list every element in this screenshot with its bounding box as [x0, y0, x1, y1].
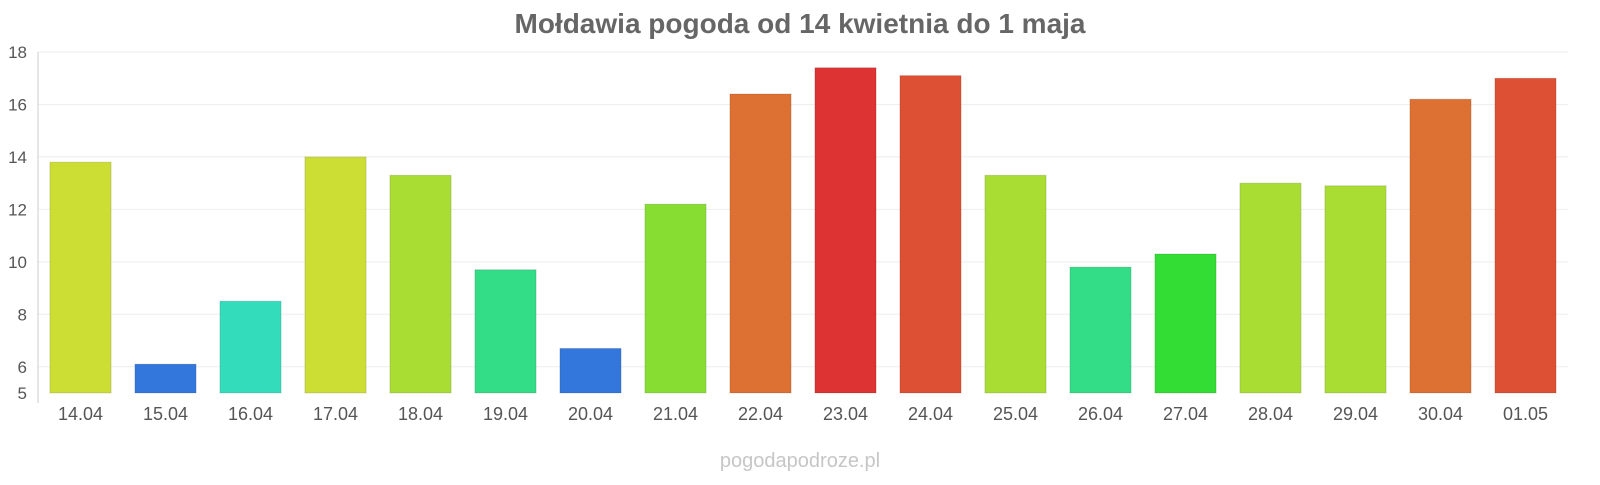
bar	[899, 75, 962, 394]
watermark: pogodapodroze.pl	[720, 450, 880, 472]
bar	[559, 347, 622, 394]
bar	[1069, 266, 1132, 394]
y-tick-label: 8	[18, 305, 27, 324]
y-tick-label: 12	[8, 200, 27, 219]
x-tick-label: 22.04	[738, 404, 783, 424]
bar	[134, 363, 197, 394]
x-tick-label: 30.04	[1418, 404, 1463, 424]
y-axis-ticks: 5 6 8 10 12 14 16 18	[8, 43, 27, 403]
y-tick-label: 10	[8, 253, 27, 272]
x-tick-label: 27.04	[1163, 404, 1208, 424]
bar	[389, 174, 452, 394]
y-tick-label: 6	[18, 358, 27, 377]
x-tick-label: 23.04	[823, 404, 868, 424]
x-tick-label: 15.04	[143, 404, 188, 424]
x-tick-label: 18.04	[398, 404, 443, 424]
y-tick-label: 18	[8, 43, 27, 62]
bar	[219, 300, 282, 394]
grid-lines	[38, 51, 1568, 368]
bar	[984, 174, 1047, 394]
x-tick-label: 28.04	[1248, 404, 1293, 424]
x-tick-label: 25.04	[993, 404, 1038, 424]
bar	[814, 67, 877, 394]
bar	[1239, 182, 1302, 394]
bar	[1324, 185, 1387, 394]
bar	[474, 269, 537, 394]
bar	[1154, 253, 1217, 394]
x-tick-label: 16.04	[228, 404, 273, 424]
x-tick-label: 01.05	[1503, 404, 1548, 424]
x-tick-label: 20.04	[568, 404, 613, 424]
bar	[1409, 98, 1472, 394]
bar	[304, 156, 367, 394]
chart-title: Mołdawia pogoda od 14 kwietnia do 1 maja	[515, 8, 1086, 39]
x-tick-label: 19.04	[483, 404, 528, 424]
bar	[644, 203, 707, 394]
x-axis-ticks: 14.04 15.04 16.04 17.04 18.04 19.04 20.04 21.04…	[58, 404, 1548, 424]
x-tick-label: 29.04	[1333, 404, 1378, 424]
x-tick-label: 24.04	[908, 404, 953, 424]
bar	[1494, 77, 1557, 394]
bars	[49, 67, 1557, 394]
x-tick-label: 14.04	[58, 404, 103, 424]
x-tick-label: 21.04	[653, 404, 698, 424]
y-tick-label: 14	[8, 148, 27, 167]
x-tick-label: 26.04	[1078, 404, 1123, 424]
y-tick-label: 5	[18, 384, 27, 403]
bar	[49, 161, 112, 394]
y-tick-label: 16	[8, 95, 27, 114]
x-tick-label: 17.04	[313, 404, 358, 424]
bar	[729, 93, 792, 394]
